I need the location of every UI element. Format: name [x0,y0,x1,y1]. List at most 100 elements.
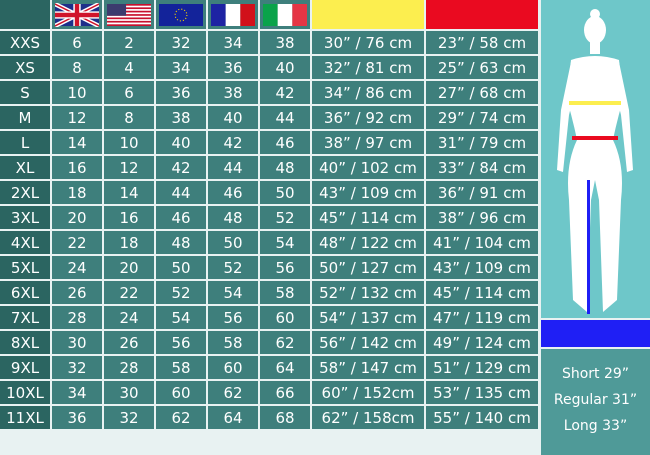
eu-cell: 50 [156,256,206,279]
size-cell: 7XL [0,306,50,329]
size-cell: L [0,131,50,154]
size-cell: XS [0,56,50,79]
waist-column-header [426,0,538,29]
uk-cell: 8 [52,56,102,79]
waist-cell: 27” / 68 cm [426,81,538,104]
table-row: XS 8 4 34 36 40 32” / 81 cm 25” / 63 cm [0,56,538,79]
us-cell: 2 [104,31,154,54]
bust-cell: 40” / 102 cm [312,156,424,179]
size-cell: 4XL [0,231,50,254]
fr-cell: 38 [208,81,258,104]
uk-flag-icon [55,2,99,27]
it-cell: 48 [260,156,310,179]
fr-cell: 50 [208,231,258,254]
body-figure-panel [541,0,650,318]
table-row: 4XL 22 18 48 50 54 48” / 122 cm 41” / 104 cm [0,231,538,254]
eu-cell: 54 [156,306,206,329]
eu-cell: 52 [156,281,206,304]
eu-cell: 44 [156,181,206,204]
inseam-color-bar [541,320,650,347]
waist-cell: 41” / 104 cm [426,231,538,254]
waist-cell: 29” / 74 cm [426,106,538,129]
it-cell: 44 [260,106,310,129]
bust-cell: 62” / 158cm [312,406,424,429]
bust-cell: 45” / 114 cm [312,206,424,229]
fr-cell: 54 [208,281,258,304]
table-row: XXS 6 2 32 34 38 30” / 76 cm 23” / 58 cm [0,31,538,54]
eu-cell: 42 [156,156,206,179]
us-cell: 12 [104,156,154,179]
bust-cell: 52” / 132 cm [312,281,424,304]
us-cell: 20 [104,256,154,279]
header-corner [0,0,50,29]
table-row: 6XL 26 22 52 54 58 52” / 132 cm 45” / 114 cm [0,281,538,304]
us-flag-icon [107,3,151,26]
uk-cell: 22 [52,231,102,254]
uk-cell: 34 [52,381,102,404]
uk-cell: 30 [52,331,102,354]
fr-cell: 42 [208,131,258,154]
bust-cell: 60” / 152cm [312,381,424,404]
us-cell: 22 [104,281,154,304]
size-cell: XXS [0,31,50,54]
size-cell: 2XL [0,181,50,204]
us-cell: 30 [104,381,154,404]
it-cell: 50 [260,181,310,204]
inseam-regular: Regular 31” [553,392,638,408]
eu-cell: 48 [156,231,206,254]
female-silhouette-icon [557,9,633,314]
size-cell: M [0,106,50,129]
waist-cell: 43” / 109 cm [426,256,538,279]
table-row: XL 16 12 42 44 48 40” / 102 cm 33” / 84 cm [0,156,538,179]
bust-cell: 36” / 92 cm [312,106,424,129]
uk-cell: 12 [52,106,102,129]
table-row: S 10 6 36 38 42 34” / 86 cm 27” / 68 cm [0,81,538,104]
table-row: 3XL 20 16 46 48 52 45” / 114 cm 38” / 96 cm [0,206,538,229]
waist-cell: 49” / 124 cm [426,331,538,354]
us-column-header [104,0,154,29]
bust-cell: 43” / 109 cm [312,181,424,204]
fr-cell: 56 [208,306,258,329]
eu-cell: 56 [156,331,206,354]
inseam-short: Short 29” [561,366,630,382]
bust-cell: 32” / 81 cm [312,56,424,79]
bust-cell: 50” / 127 cm [312,256,424,279]
table-row: 7XL 28 24 54 56 60 54” / 137 cm 47” / 119 cm [0,306,538,329]
it-cell: 42 [260,81,310,104]
waist-cell: 31” / 79 cm [426,131,538,154]
it-cell: 38 [260,31,310,54]
uk-cell: 14 [52,131,102,154]
size-cell: 10XL [0,381,50,404]
fr-cell: 58 [208,331,258,354]
eu-flag-icon [159,3,203,26]
bust-column-header [312,0,424,29]
size-cell: 11XL [0,406,50,429]
france-column-header [208,0,258,29]
waist-cell: 47” / 119 cm [426,306,538,329]
italy-column-header [260,0,310,29]
uk-cell: 10 [52,81,102,104]
table-row: 10XL 34 30 60 62 66 60” / 152cm 53” / 135 cm [0,381,538,404]
size-cell: 5XL [0,256,50,279]
eu-cell: 58 [156,356,206,379]
bust-cell: 38” / 97 cm [312,131,424,154]
waist-cell: 23” / 58 cm [426,31,538,54]
table-row: 5XL 24 20 50 52 56 50” / 127 cm 43” / 109 cm [0,256,538,279]
table-row: 9XL 32 28 58 60 64 58” / 147 cm 51” / 129 cm [0,356,538,379]
uk-cell: 18 [52,181,102,204]
us-cell: 32 [104,406,154,429]
us-cell: 26 [104,331,154,354]
uk-cell: 6 [52,31,102,54]
eu-cell: 62 [156,406,206,429]
waist-cell: 53” / 135 cm [426,381,538,404]
header-row [0,0,538,29]
fr-cell: 36 [208,56,258,79]
it-cell: 52 [260,206,310,229]
table-row: 8XL 30 26 56 58 62 56” / 142 cm 49” / 124 cm [0,331,538,354]
eu-cell: 46 [156,206,206,229]
waist-cell: 25” / 63 cm [426,56,538,79]
eu-cell: 32 [156,31,206,54]
waist-cell: 33” / 84 cm [426,156,538,179]
it-cell: 58 [260,281,310,304]
